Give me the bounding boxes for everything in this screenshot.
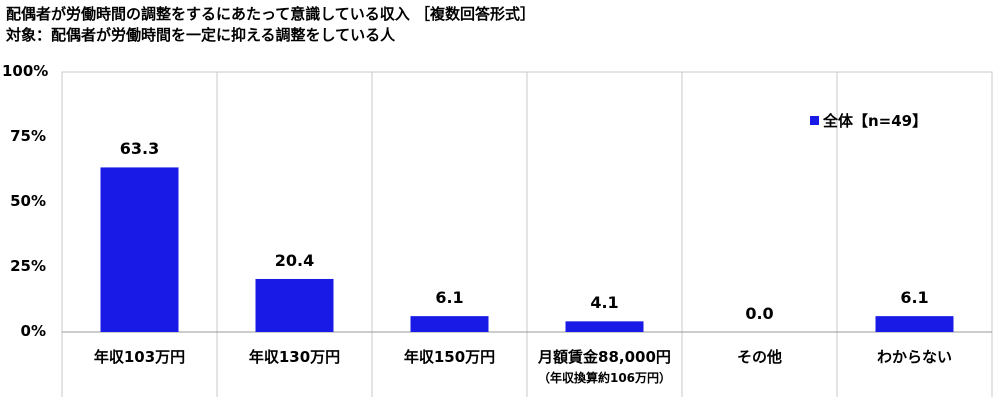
y-tick-label: 75% bbox=[10, 127, 46, 145]
y-tick-label: 25% bbox=[10, 257, 46, 275]
bar bbox=[565, 321, 644, 332]
legend-swatch bbox=[810, 116, 819, 125]
bar bbox=[875, 316, 954, 332]
data-label: 63.3 bbox=[119, 139, 160, 159]
x-tick-label: その他 bbox=[736, 348, 782, 366]
bar bbox=[100, 167, 179, 332]
legend-label: 全体【n=49】 bbox=[823, 112, 928, 130]
x-tick-label: わからない bbox=[876, 348, 952, 366]
y-tick-label: 100% bbox=[2, 62, 49, 80]
x-tick-label: 年収150万円 bbox=[403, 348, 496, 366]
legend: 全体【n=49】 bbox=[810, 110, 927, 131]
chart-subtitle: 対象：配偶者が労働時間を一定に抑える調整をしている人 bbox=[6, 26, 396, 44]
data-label: 20.4 bbox=[274, 250, 315, 270]
data-label: 6.1 bbox=[435, 288, 464, 308]
y-tick-label: 50% bbox=[10, 192, 46, 210]
title-block: 配偶者が労働時間の調整をするにあたって意識している収入 ［複数回答形式］ 対象：… bbox=[6, 4, 535, 46]
data-label: 6.1 bbox=[900, 288, 929, 308]
y-tick-label: 0% bbox=[20, 322, 46, 340]
data-label: 0.0 bbox=[745, 304, 774, 323]
x-tick-label: 月額賃金88,000円 （年収換算約106万円） bbox=[530, 346, 680, 386]
x-tick-sublabel: （年収換算約106万円） bbox=[537, 371, 672, 385]
x-tick-label: 年収130万円 bbox=[248, 348, 341, 366]
data-label: 4.1 bbox=[590, 293, 619, 313]
bar bbox=[255, 278, 334, 332]
bar bbox=[410, 316, 489, 332]
x-tick-label: 年収103万円 bbox=[93, 348, 186, 366]
chart-title: 配偶者が労働時間の調整をするにあたって意識している収入 ［複数回答形式］ bbox=[6, 5, 536, 23]
